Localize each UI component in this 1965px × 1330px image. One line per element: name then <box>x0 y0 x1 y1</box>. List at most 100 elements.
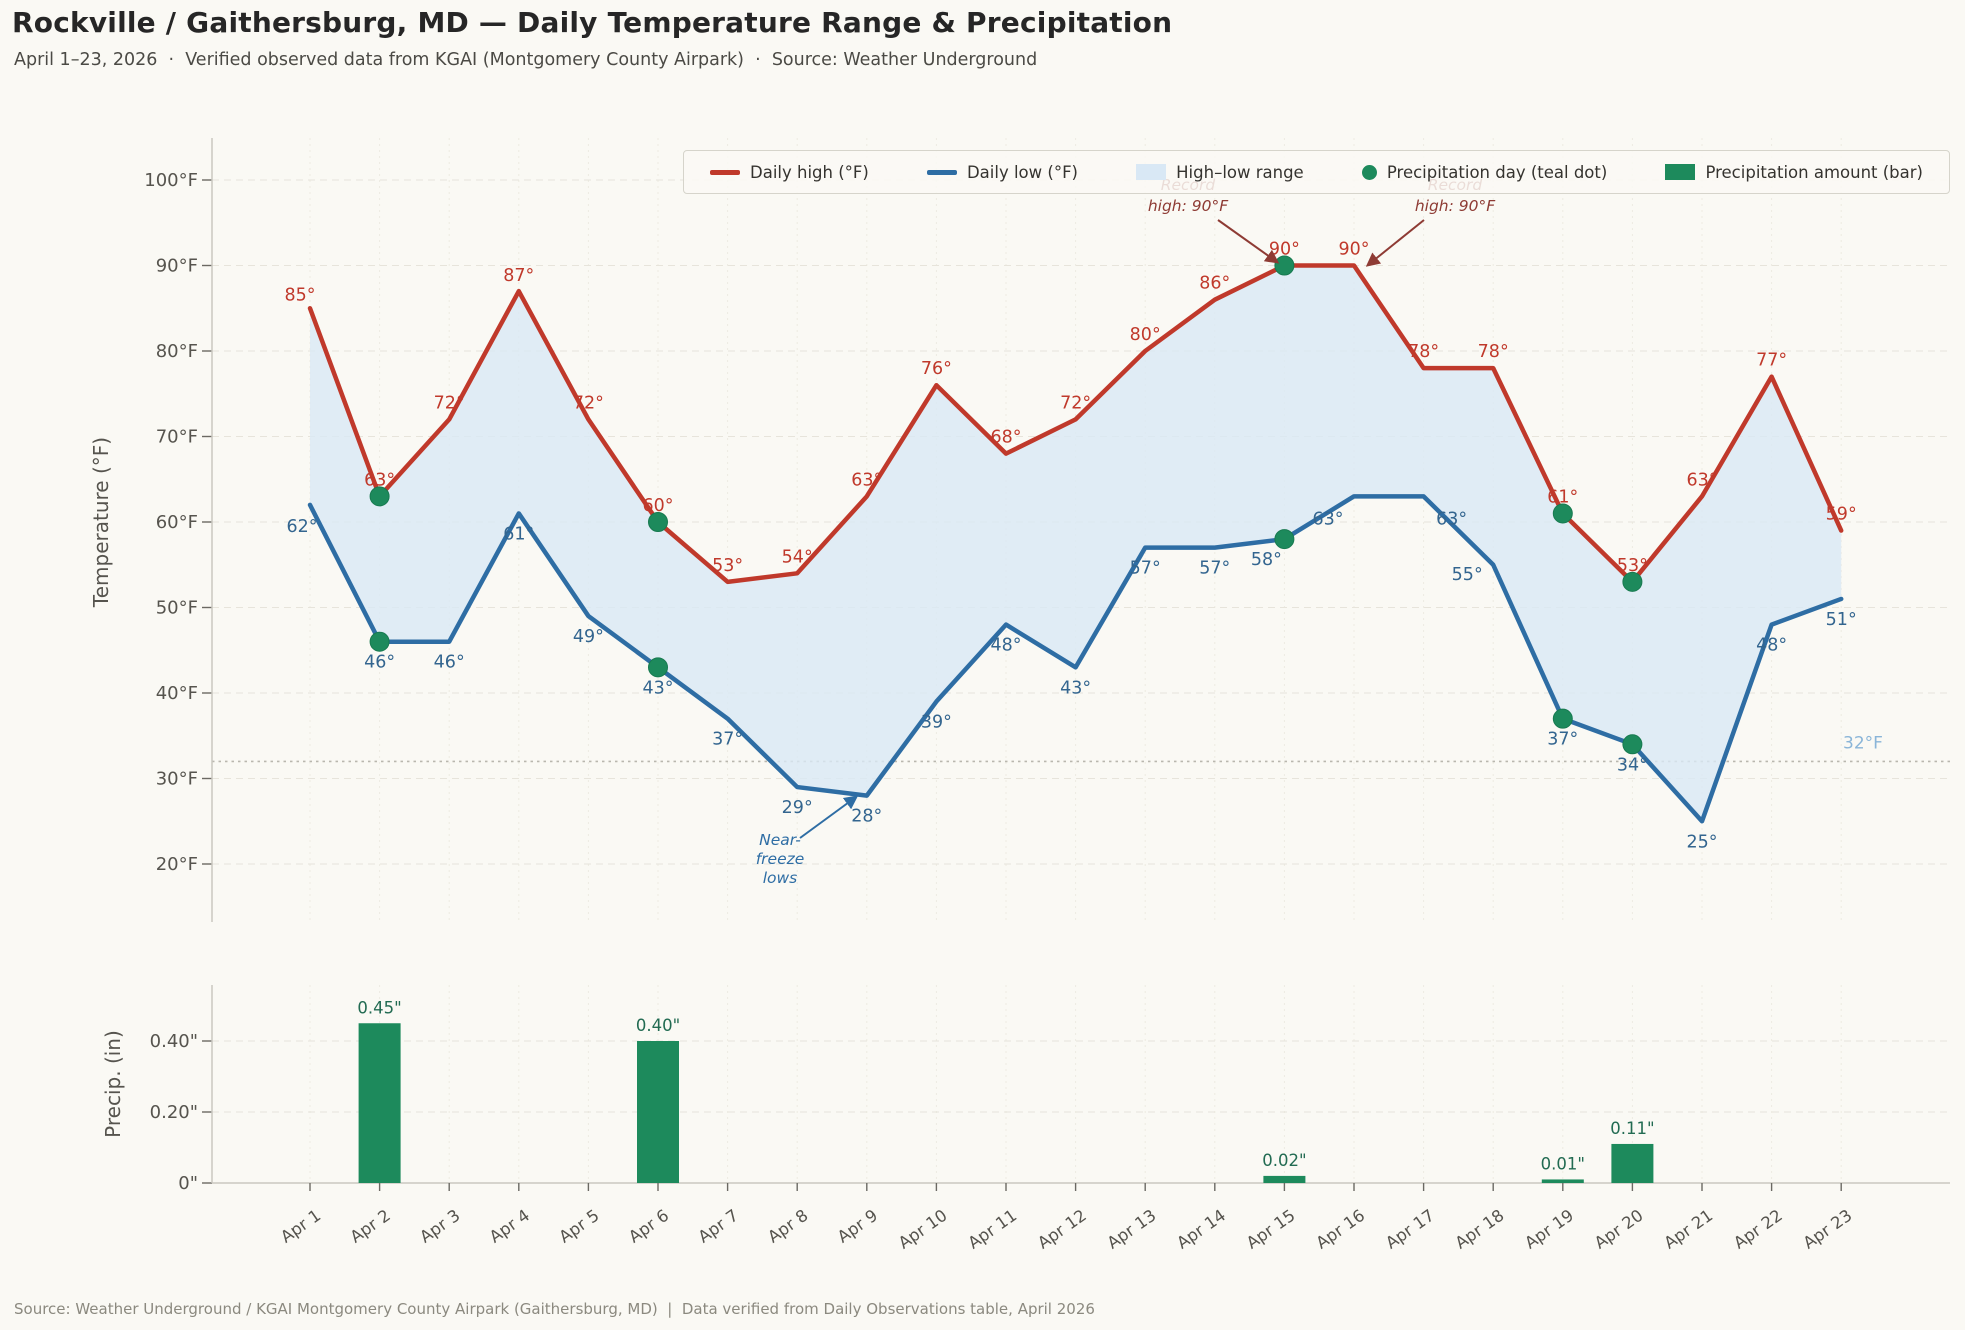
low-value-label: 58° <box>1251 550 1282 570</box>
high-value-label: 63° <box>1686 470 1717 490</box>
low-value-label: 49° <box>573 627 604 647</box>
legend-item-label: High–low range <box>1176 162 1304 182</box>
near-freeze-arrow <box>799 795 859 839</box>
low-value-label: 28° <box>851 807 882 827</box>
daily-high-line <box>307 263 1844 585</box>
high-value-label: 72° <box>1060 393 1091 413</box>
x-tick-label: Apr 5 <box>556 1206 603 1247</box>
precip-axis-label: Precip. (in) <box>101 1030 125 1138</box>
high-value-label: 63° <box>364 470 395 490</box>
bar-value-label: 0.01" <box>1541 1154 1585 1173</box>
high-value-label: 61° <box>1547 487 1578 507</box>
low-value-label: 63° <box>1436 509 1467 529</box>
temp-axis-label: Temperature (°F) <box>89 437 113 608</box>
record-high-annotation: high: 90°F <box>1148 197 1229 215</box>
low-value-label: 25° <box>1686 832 1717 852</box>
precip-bar <box>358 1023 401 1183</box>
precip-day-dot <box>1552 503 1573 524</box>
precip-day-dot <box>1622 734 1643 755</box>
record-high-arrow <box>1365 219 1425 267</box>
range-fill-swatch <box>1136 164 1167 180</box>
high-value-label: 78° <box>1408 342 1439 362</box>
precip-bar <box>1263 1175 1306 1183</box>
low-value-label: 46° <box>434 653 465 673</box>
low-line-swatch <box>926 169 957 175</box>
high-value-label: 72° <box>573 393 604 413</box>
low-value-label: 29° <box>782 798 813 818</box>
x-tick-label: Apr 19 <box>1521 1206 1577 1253</box>
near-freeze-annotation: Near- <box>759 831 801 849</box>
high-value-label: 86° <box>1199 274 1230 294</box>
legend-item: Precipitation day (teal dot) <box>1361 162 1608 182</box>
high-value-label: 76° <box>921 359 952 379</box>
low-value-label: 48° <box>1756 636 1787 656</box>
x-tick-label: Apr 13 <box>1104 1206 1160 1253</box>
x-tick-label: Apr 23 <box>1800 1206 1856 1253</box>
y-tick-label: 100°F <box>144 170 198 191</box>
precip-bar <box>1541 1179 1584 1183</box>
y-tick-label: 60°F <box>156 512 198 533</box>
x-tick-label: Apr 11 <box>965 1206 1021 1253</box>
high-value-label: 68° <box>990 428 1021 448</box>
legend-item: Daily high (°F) <box>710 163 869 182</box>
high-value-label: 72° <box>434 393 465 413</box>
low-value-label: 43° <box>642 678 673 698</box>
x-tick-label: Apr 15 <box>1243 1206 1299 1253</box>
y-tick-label: 30°F <box>156 769 198 790</box>
low-value-label: 57° <box>1199 559 1230 579</box>
x-tick-label: Apr 18 <box>1452 1206 1508 1253</box>
y-tick-label: 80°F <box>156 341 198 362</box>
precip-y-tick-label: 0.40" <box>150 1031 198 1052</box>
high-value-label: 54° <box>782 547 813 567</box>
x-tick-label: Apr 12 <box>1034 1206 1090 1253</box>
legend-item-label: Precipitation day (teal dot) <box>1386 162 1608 182</box>
precip-day-dot <box>1274 255 1295 276</box>
low-value-label: 48° <box>990 636 1021 656</box>
low-value-label: 39° <box>921 713 952 733</box>
bar-value-label: 0.02" <box>1262 1151 1306 1170</box>
page-subtitle: April 1–23, 2026 · Verified observed dat… <box>14 50 1038 70</box>
bar-value-label: 0.40" <box>636 1016 680 1035</box>
legend-item: Daily low (°F) <box>926 163 1078 182</box>
y-tick-label: 40°F <box>156 683 198 704</box>
y-tick-label: 50°F <box>156 598 198 619</box>
x-tick-label: Apr 6 <box>625 1206 672 1247</box>
high-value-label: 85° <box>284 285 315 305</box>
bar-value-label: 0.11" <box>1610 1119 1654 1138</box>
near-freeze-annotation: lows <box>763 869 798 887</box>
high-value-label: 90° <box>1338 240 1369 260</box>
x-tick-label: Apr 17 <box>1382 1206 1438 1253</box>
x-tick-label: Apr 9 <box>834 1206 881 1247</box>
high-value-label: 90° <box>1269 240 1300 260</box>
x-tick-label: Apr 20 <box>1591 1206 1647 1253</box>
high-value-label: 80° <box>1130 325 1161 345</box>
low-value-label: 55° <box>1452 565 1483 585</box>
high-value-label: 59° <box>1826 505 1857 525</box>
low-value-label: 46° <box>364 653 395 673</box>
high-value-label: 60° <box>642 496 673 516</box>
precip-y-tick-label: 0.20" <box>150 1102 198 1123</box>
legend-item-label: Daily high (°F) <box>750 162 869 182</box>
x-tick-label: Apr 10 <box>895 1206 951 1253</box>
x-tick-label: Apr 2 <box>347 1206 394 1247</box>
precip-day-dot <box>1622 571 1643 592</box>
legend-item: High–low range <box>1136 163 1304 182</box>
precip-bar <box>1611 1143 1654 1183</box>
y-tick-label: 70°F <box>156 427 198 448</box>
record-high-arrow <box>1217 219 1280 264</box>
daily-low-line <box>307 494 1844 824</box>
x-tick-label: Apr 4 <box>486 1206 533 1247</box>
low-value-label: 57° <box>1130 559 1161 579</box>
legend-item: Precipitation amount (bar) <box>1665 163 1923 182</box>
x-tick-label: Apr 1 <box>277 1206 324 1247</box>
precip-y-tick-label: 0" <box>178 1173 198 1194</box>
x-tick-label: Apr 7 <box>695 1206 742 1247</box>
record-high-annotation: high: 90°F <box>1415 197 1496 215</box>
precip-day-dot <box>648 512 668 532</box>
x-tick-label: Apr 3 <box>416 1206 463 1247</box>
precip-bar-swatch <box>1665 164 1696 180</box>
source-footer: Source: Weather Underground / KGAI Montg… <box>14 1300 1095 1318</box>
low-value-label: 37° <box>712 730 743 750</box>
